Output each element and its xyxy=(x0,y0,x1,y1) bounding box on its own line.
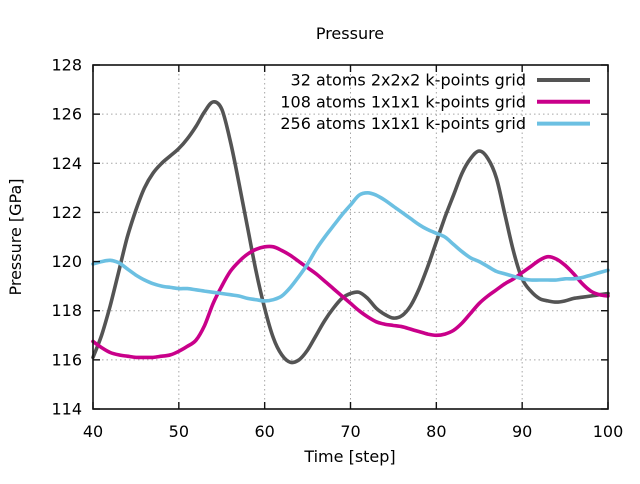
x-tick-label: 50 xyxy=(169,422,189,441)
x-tick-label: 100 xyxy=(593,422,624,441)
y-tick-label: 128 xyxy=(51,56,82,75)
legend-label: 108 atoms 1x1x1 k-points grid xyxy=(280,92,526,111)
y-axis-label: Pressure [GPa] xyxy=(6,178,25,295)
series-line-2 xyxy=(91,191,610,303)
legend-label: 256 atoms 1x1x1 k-points grid xyxy=(280,114,526,133)
y-tick-label: 118 xyxy=(51,301,82,320)
x-tick-label: 60 xyxy=(254,422,274,441)
y-tick-label: 120 xyxy=(51,252,82,271)
legend-label: 32 atoms 2x2x2 k-points grid xyxy=(291,71,526,90)
x-axis-label: Time [step] xyxy=(303,447,395,466)
y-tick-label: 114 xyxy=(51,400,82,419)
series-layer xyxy=(91,100,610,365)
y-tick-label: 124 xyxy=(51,154,82,173)
x-tick-label: 90 xyxy=(512,422,532,441)
y-tick-label: 126 xyxy=(51,105,82,124)
tick-label-layer: 40 50 60 70 80 90 100 114 116 118 120 122 124 126 128 xyxy=(51,56,623,442)
y-tick-label: 116 xyxy=(51,350,82,369)
x-tick-label: 80 xyxy=(426,422,446,441)
legend: 32 atoms 2x2x2 k-points grid 108 atoms 1x… xyxy=(280,71,590,133)
y-tick-label: 122 xyxy=(51,203,82,222)
plot-frame-layer xyxy=(92,64,609,410)
x-tick-label: 40 xyxy=(83,422,103,441)
x-tick-label: 70 xyxy=(340,422,360,441)
series-line-1 xyxy=(91,244,610,360)
chart-title: Pressure xyxy=(316,24,384,43)
